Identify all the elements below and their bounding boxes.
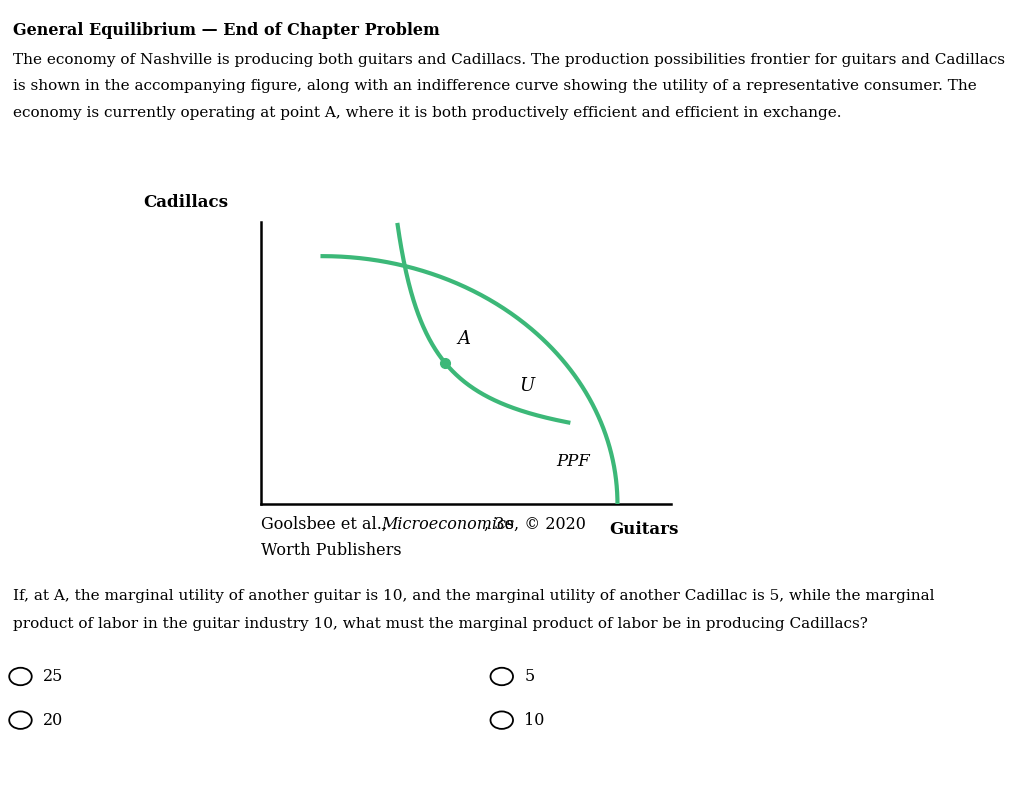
- Text: Goolsbee et al.,: Goolsbee et al.,: [261, 516, 392, 533]
- Text: 5: 5: [524, 668, 535, 685]
- Text: If, at A, the marginal utility of another guitar is 10, and the marginal utility: If, at A, the marginal utility of anothe…: [13, 589, 935, 603]
- Text: , 3e, © 2020: , 3e, © 2020: [484, 516, 586, 533]
- Text: Cadillacs: Cadillacs: [143, 194, 228, 211]
- Text: 10: 10: [524, 711, 545, 729]
- Text: Guitars: Guitars: [609, 521, 679, 538]
- Text: Worth Publishers: Worth Publishers: [261, 542, 401, 558]
- Text: 25: 25: [43, 668, 63, 685]
- Text: U: U: [519, 377, 535, 395]
- Text: product of labor in the guitar industry 10, what must the marginal product of la: product of labor in the guitar industry …: [13, 617, 868, 631]
- Text: PPF: PPF: [556, 453, 590, 470]
- Text: is shown in the accompanying figure, along with an indifference curve showing th: is shown in the accompanying figure, alo…: [13, 79, 977, 94]
- Text: economy is currently operating at point A, where it is both productively efficie: economy is currently operating at point …: [13, 106, 842, 120]
- Text: 20: 20: [43, 711, 63, 729]
- Text: Microeconomics: Microeconomics: [381, 516, 514, 533]
- Text: The economy of Nashville is producing both guitars and Cadillacs. The production: The economy of Nashville is producing bo…: [13, 53, 1006, 67]
- Text: General Equilibrium — End of Chapter Problem: General Equilibrium — End of Chapter Pro…: [13, 22, 440, 39]
- Text: A: A: [458, 330, 471, 348]
